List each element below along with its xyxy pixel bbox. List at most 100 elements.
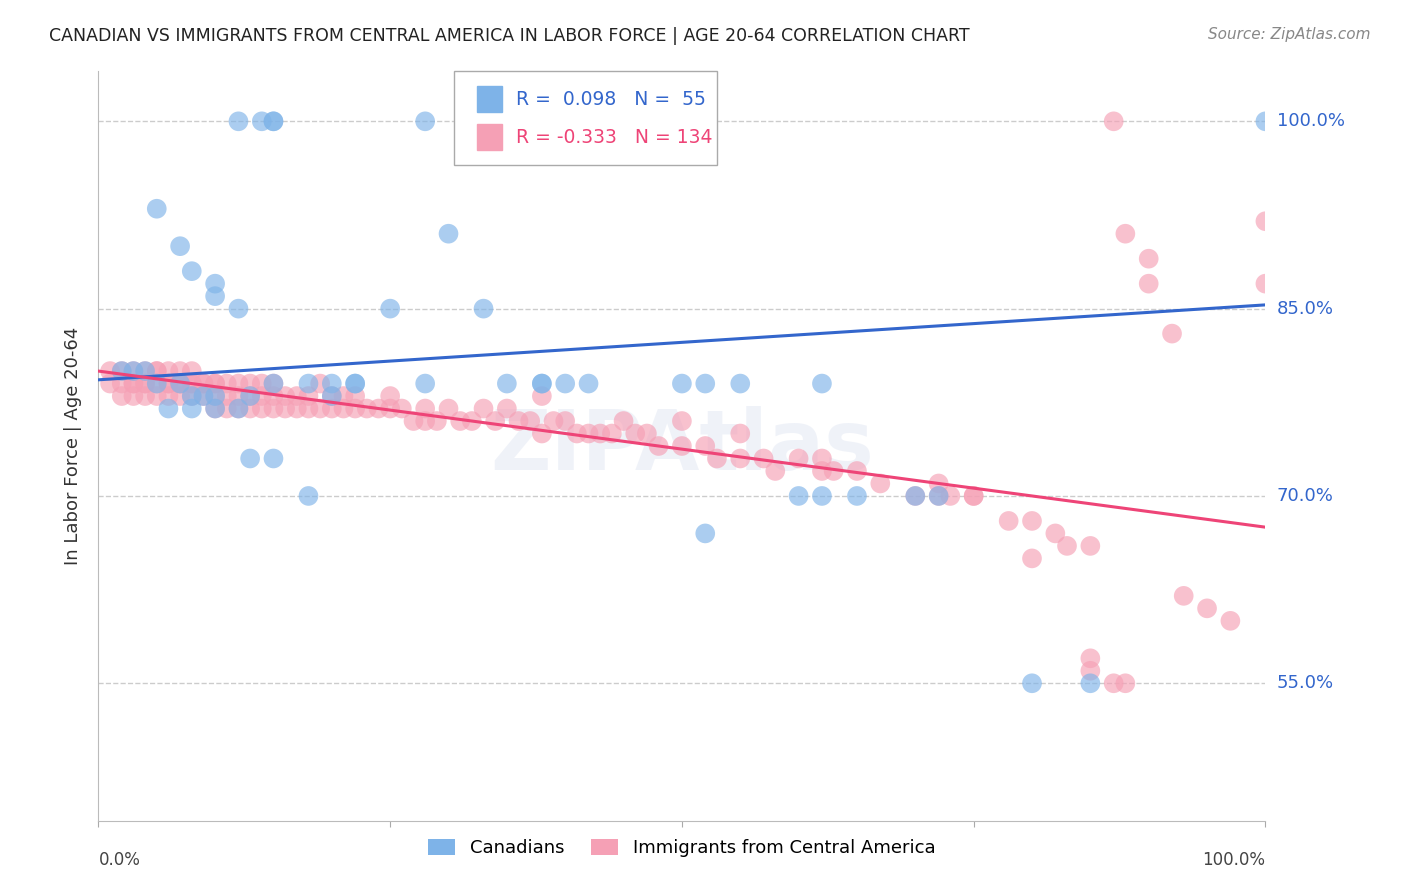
Text: 100.0%: 100.0% bbox=[1277, 112, 1344, 130]
Point bbox=[122, 376, 145, 391]
Point bbox=[239, 389, 262, 403]
Point bbox=[904, 489, 927, 503]
Point bbox=[997, 514, 1019, 528]
Point bbox=[180, 389, 202, 403]
Text: 85.0%: 85.0% bbox=[1277, 300, 1333, 318]
Point bbox=[811, 489, 834, 503]
Point bbox=[134, 376, 156, 391]
Text: Source: ZipAtlas.com: Source: ZipAtlas.com bbox=[1208, 27, 1371, 42]
Point bbox=[589, 426, 612, 441]
Point bbox=[215, 389, 238, 403]
Point bbox=[122, 389, 145, 403]
Point bbox=[578, 376, 600, 391]
Point bbox=[380, 389, 402, 403]
Point bbox=[262, 401, 284, 416]
Point bbox=[472, 401, 495, 416]
Point bbox=[111, 389, 134, 403]
Point bbox=[1161, 326, 1184, 341]
Point bbox=[962, 489, 984, 503]
Point bbox=[215, 376, 238, 391]
Text: CANADIAN VS IMMIGRANTS FROM CENTRAL AMERICA IN LABOR FORCE | AGE 20-64 CORRELATI: CANADIAN VS IMMIGRANTS FROM CENTRAL AMER… bbox=[49, 27, 970, 45]
Point bbox=[413, 114, 436, 128]
Point bbox=[274, 389, 297, 403]
FancyBboxPatch shape bbox=[454, 71, 717, 165]
Point bbox=[111, 364, 134, 378]
Point bbox=[1021, 676, 1043, 690]
Point bbox=[402, 414, 425, 428]
Point bbox=[228, 401, 250, 416]
Point bbox=[250, 389, 273, 403]
Point bbox=[215, 401, 238, 416]
Point bbox=[146, 389, 169, 403]
Point bbox=[496, 401, 519, 416]
Point bbox=[122, 376, 145, 391]
Point bbox=[600, 426, 623, 441]
Point bbox=[695, 439, 717, 453]
Point bbox=[1114, 676, 1136, 690]
Point bbox=[344, 401, 367, 416]
Point bbox=[239, 401, 262, 416]
Point bbox=[496, 376, 519, 391]
Point bbox=[904, 489, 927, 503]
Point bbox=[169, 389, 191, 403]
Text: 100.0%: 100.0% bbox=[1202, 851, 1265, 869]
Legend: Canadians, Immigrants from Central America: Canadians, Immigrants from Central Ameri… bbox=[420, 831, 943, 864]
Point bbox=[380, 401, 402, 416]
Point bbox=[239, 389, 262, 403]
Point bbox=[122, 364, 145, 378]
Point bbox=[671, 414, 693, 428]
Point bbox=[939, 489, 962, 503]
Point bbox=[823, 464, 845, 478]
Point bbox=[811, 376, 834, 391]
Point bbox=[262, 114, 284, 128]
Point bbox=[193, 376, 215, 391]
Point bbox=[239, 451, 262, 466]
Point bbox=[437, 401, 460, 416]
Point bbox=[297, 376, 319, 391]
Point bbox=[262, 376, 284, 391]
Point bbox=[1254, 277, 1277, 291]
Point bbox=[413, 376, 436, 391]
Point bbox=[787, 451, 810, 466]
Point bbox=[169, 376, 191, 391]
Point bbox=[262, 376, 284, 391]
Point bbox=[695, 376, 717, 391]
Point bbox=[530, 426, 553, 441]
Point bbox=[228, 114, 250, 128]
Point bbox=[1114, 227, 1136, 241]
Point bbox=[391, 401, 413, 416]
Point bbox=[647, 439, 669, 453]
Point bbox=[157, 364, 180, 378]
Point bbox=[250, 376, 273, 391]
Point bbox=[554, 376, 576, 391]
Point bbox=[193, 376, 215, 391]
Point bbox=[1102, 676, 1125, 690]
Point bbox=[613, 414, 636, 428]
Point bbox=[472, 301, 495, 316]
Point bbox=[157, 401, 180, 416]
Point bbox=[204, 376, 226, 391]
Point bbox=[332, 389, 354, 403]
Point bbox=[98, 364, 121, 378]
Point bbox=[367, 401, 389, 416]
Point bbox=[811, 451, 834, 466]
Point bbox=[204, 389, 226, 403]
Point bbox=[204, 401, 226, 416]
Point bbox=[204, 376, 226, 391]
Text: R =  0.098   N =  55: R = 0.098 N = 55 bbox=[516, 90, 706, 109]
Point bbox=[811, 464, 834, 478]
Point bbox=[309, 401, 332, 416]
Point bbox=[180, 376, 202, 391]
Point bbox=[519, 414, 541, 428]
Point bbox=[169, 376, 191, 391]
Point bbox=[297, 389, 319, 403]
Point bbox=[730, 451, 752, 466]
Point bbox=[262, 389, 284, 403]
Point bbox=[344, 376, 367, 391]
Point bbox=[530, 376, 553, 391]
Point bbox=[1195, 601, 1218, 615]
Point bbox=[1080, 539, 1102, 553]
Point bbox=[134, 364, 156, 378]
Point bbox=[285, 401, 308, 416]
Point bbox=[297, 489, 319, 503]
